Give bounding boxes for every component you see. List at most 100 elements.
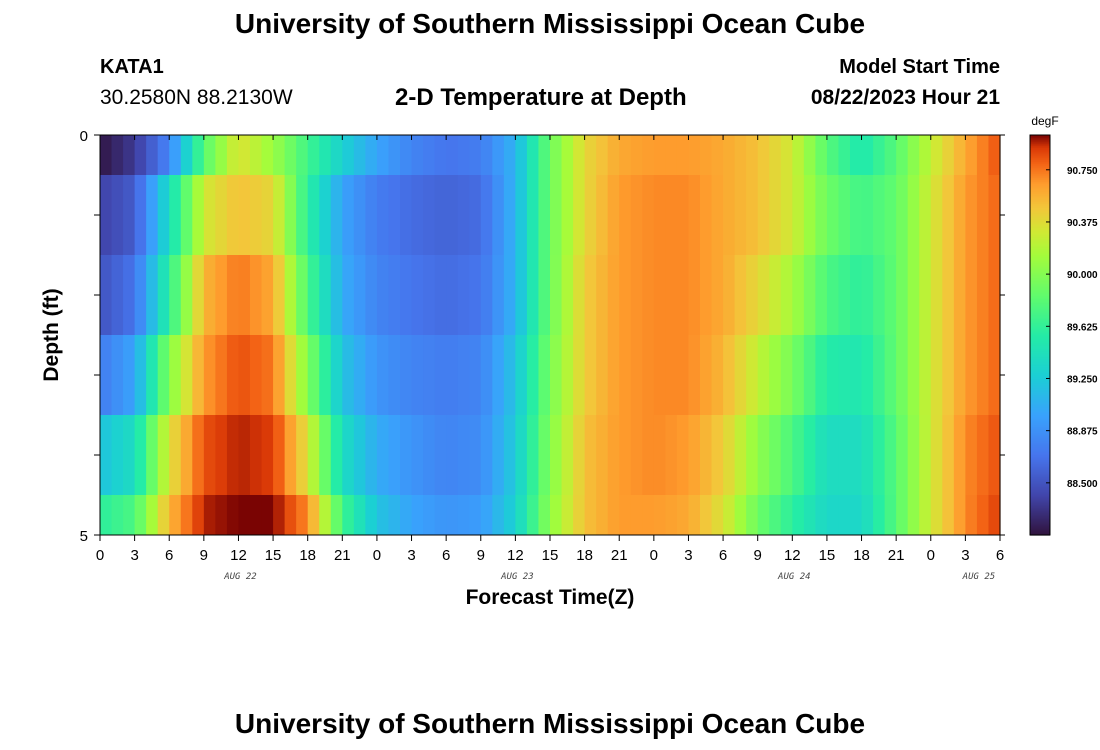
heatmap-cell — [261, 175, 274, 255]
heatmap-cell — [434, 415, 447, 495]
heatmap-cell — [803, 175, 816, 255]
heatmap-cell — [226, 135, 240, 175]
heatmap-cell — [630, 495, 643, 535]
heatmap-cell — [780, 135, 793, 175]
heatmap-cell — [319, 335, 332, 415]
heatmap-cell — [688, 175, 701, 255]
heatmap-cell — [446, 495, 459, 535]
heatmap-cell — [215, 135, 228, 175]
heatmap-cell — [411, 495, 424, 535]
heatmap-cell — [861, 255, 874, 335]
heatmap-cell — [803, 495, 816, 535]
colorbar-segment — [1030, 175, 1050, 178]
heatmap-cell — [803, 255, 816, 335]
colorbar-segment — [1030, 423, 1050, 426]
colorbar-segment — [1030, 271, 1050, 274]
heatmap-cell — [861, 415, 874, 495]
heatmap-cell — [734, 495, 747, 535]
heatmap-cell — [423, 255, 436, 335]
heatmap-cell — [134, 335, 147, 415]
heatmap-cell — [180, 175, 193, 255]
heatmap-cell — [873, 135, 886, 175]
heatmap-cell — [376, 175, 390, 255]
colorbar-segment — [1030, 139, 1050, 142]
colorbar-segment — [1030, 309, 1050, 312]
heatmap-cell — [688, 135, 701, 175]
heatmap-cell — [376, 135, 390, 175]
heatmap-cell — [723, 135, 736, 175]
heatmap-cell — [550, 255, 563, 335]
heatmap-cell — [653, 175, 666, 255]
heatmap-cell — [711, 135, 724, 175]
heatmap-cell — [123, 335, 136, 415]
heatmap-cell — [896, 135, 909, 175]
heatmap-cell — [250, 495, 263, 535]
colorbar-segment — [1030, 237, 1050, 240]
heatmap-cell — [238, 135, 251, 175]
colorbar-segment — [1030, 171, 1050, 174]
heatmap-cell — [619, 135, 632, 175]
station-id: KATA1 — [100, 56, 164, 78]
heatmap-cell — [711, 255, 724, 335]
heatmap-cell — [896, 175, 909, 255]
colorbar-segment — [1030, 249, 1050, 252]
heatmap-cell — [942, 135, 955, 175]
heatmap-cell — [642, 135, 655, 175]
heatmap-cell — [723, 415, 736, 495]
colorbar-segment — [1030, 525, 1050, 528]
heatmap-cell — [665, 175, 678, 255]
heatmap-cell — [861, 175, 874, 255]
heatmap-cell — [757, 135, 770, 175]
date-label: AUG 22 — [223, 572, 257, 582]
heatmap-cell — [492, 495, 505, 535]
heatmap-cell — [192, 495, 205, 535]
heatmap-cell — [734, 175, 747, 255]
heatmap-cell — [850, 255, 863, 335]
colorbar-segment — [1030, 269, 1050, 272]
heatmap-cell — [515, 415, 528, 495]
colorbar-segment — [1030, 285, 1050, 288]
heatmap-cell — [665, 495, 678, 535]
colorbar-segment — [1030, 421, 1050, 424]
heatmap-cell — [734, 415, 747, 495]
colorbar-tick-label: 89.250 — [1067, 374, 1098, 385]
heatmap-cell — [411, 335, 424, 415]
heatmap-cell — [803, 335, 816, 415]
heatmap-cell — [100, 495, 113, 535]
heatmap-cell — [492, 335, 505, 415]
x-tick-label: 9 — [477, 547, 485, 564]
heatmap-cell — [561, 175, 574, 255]
heatmap-cell — [930, 495, 943, 535]
heatmap-cell — [769, 415, 782, 495]
heatmap-cell — [815, 415, 828, 495]
colorbar-segment — [1030, 223, 1050, 226]
heatmap-cell — [503, 175, 516, 255]
heatmap-cell — [550, 175, 563, 255]
heatmap-cell — [123, 495, 136, 535]
colorbar-segment — [1030, 163, 1050, 166]
heatmap-cell — [711, 335, 724, 415]
heatmap-cell — [365, 495, 378, 535]
colorbar-segment — [1030, 515, 1050, 518]
heatmap-cell — [884, 495, 897, 535]
heatmap-cell — [780, 335, 793, 415]
heatmap-cell — [353, 335, 366, 415]
heatmap-cell — [250, 335, 263, 415]
heatmap-cell — [146, 175, 159, 255]
heatmap-cell — [850, 335, 863, 415]
heatmap-cell — [930, 175, 943, 255]
x-tick-label: 3 — [961, 547, 969, 564]
heatmap-cell — [123, 255, 136, 335]
heatmap-cell — [838, 135, 851, 175]
colorbar-segment — [1030, 433, 1050, 436]
heatmap-cell — [480, 335, 493, 415]
heatmap-cell — [434, 135, 447, 175]
heatmap-cell — [319, 495, 332, 535]
heatmap-cell — [838, 175, 851, 255]
colorbar-segment — [1030, 497, 1050, 500]
heatmap-cell — [942, 175, 955, 255]
heatmap-cell — [180, 415, 193, 495]
colorbar-segment — [1030, 295, 1050, 298]
heatmap-cell — [480, 495, 493, 535]
heatmap-cell — [907, 175, 920, 255]
